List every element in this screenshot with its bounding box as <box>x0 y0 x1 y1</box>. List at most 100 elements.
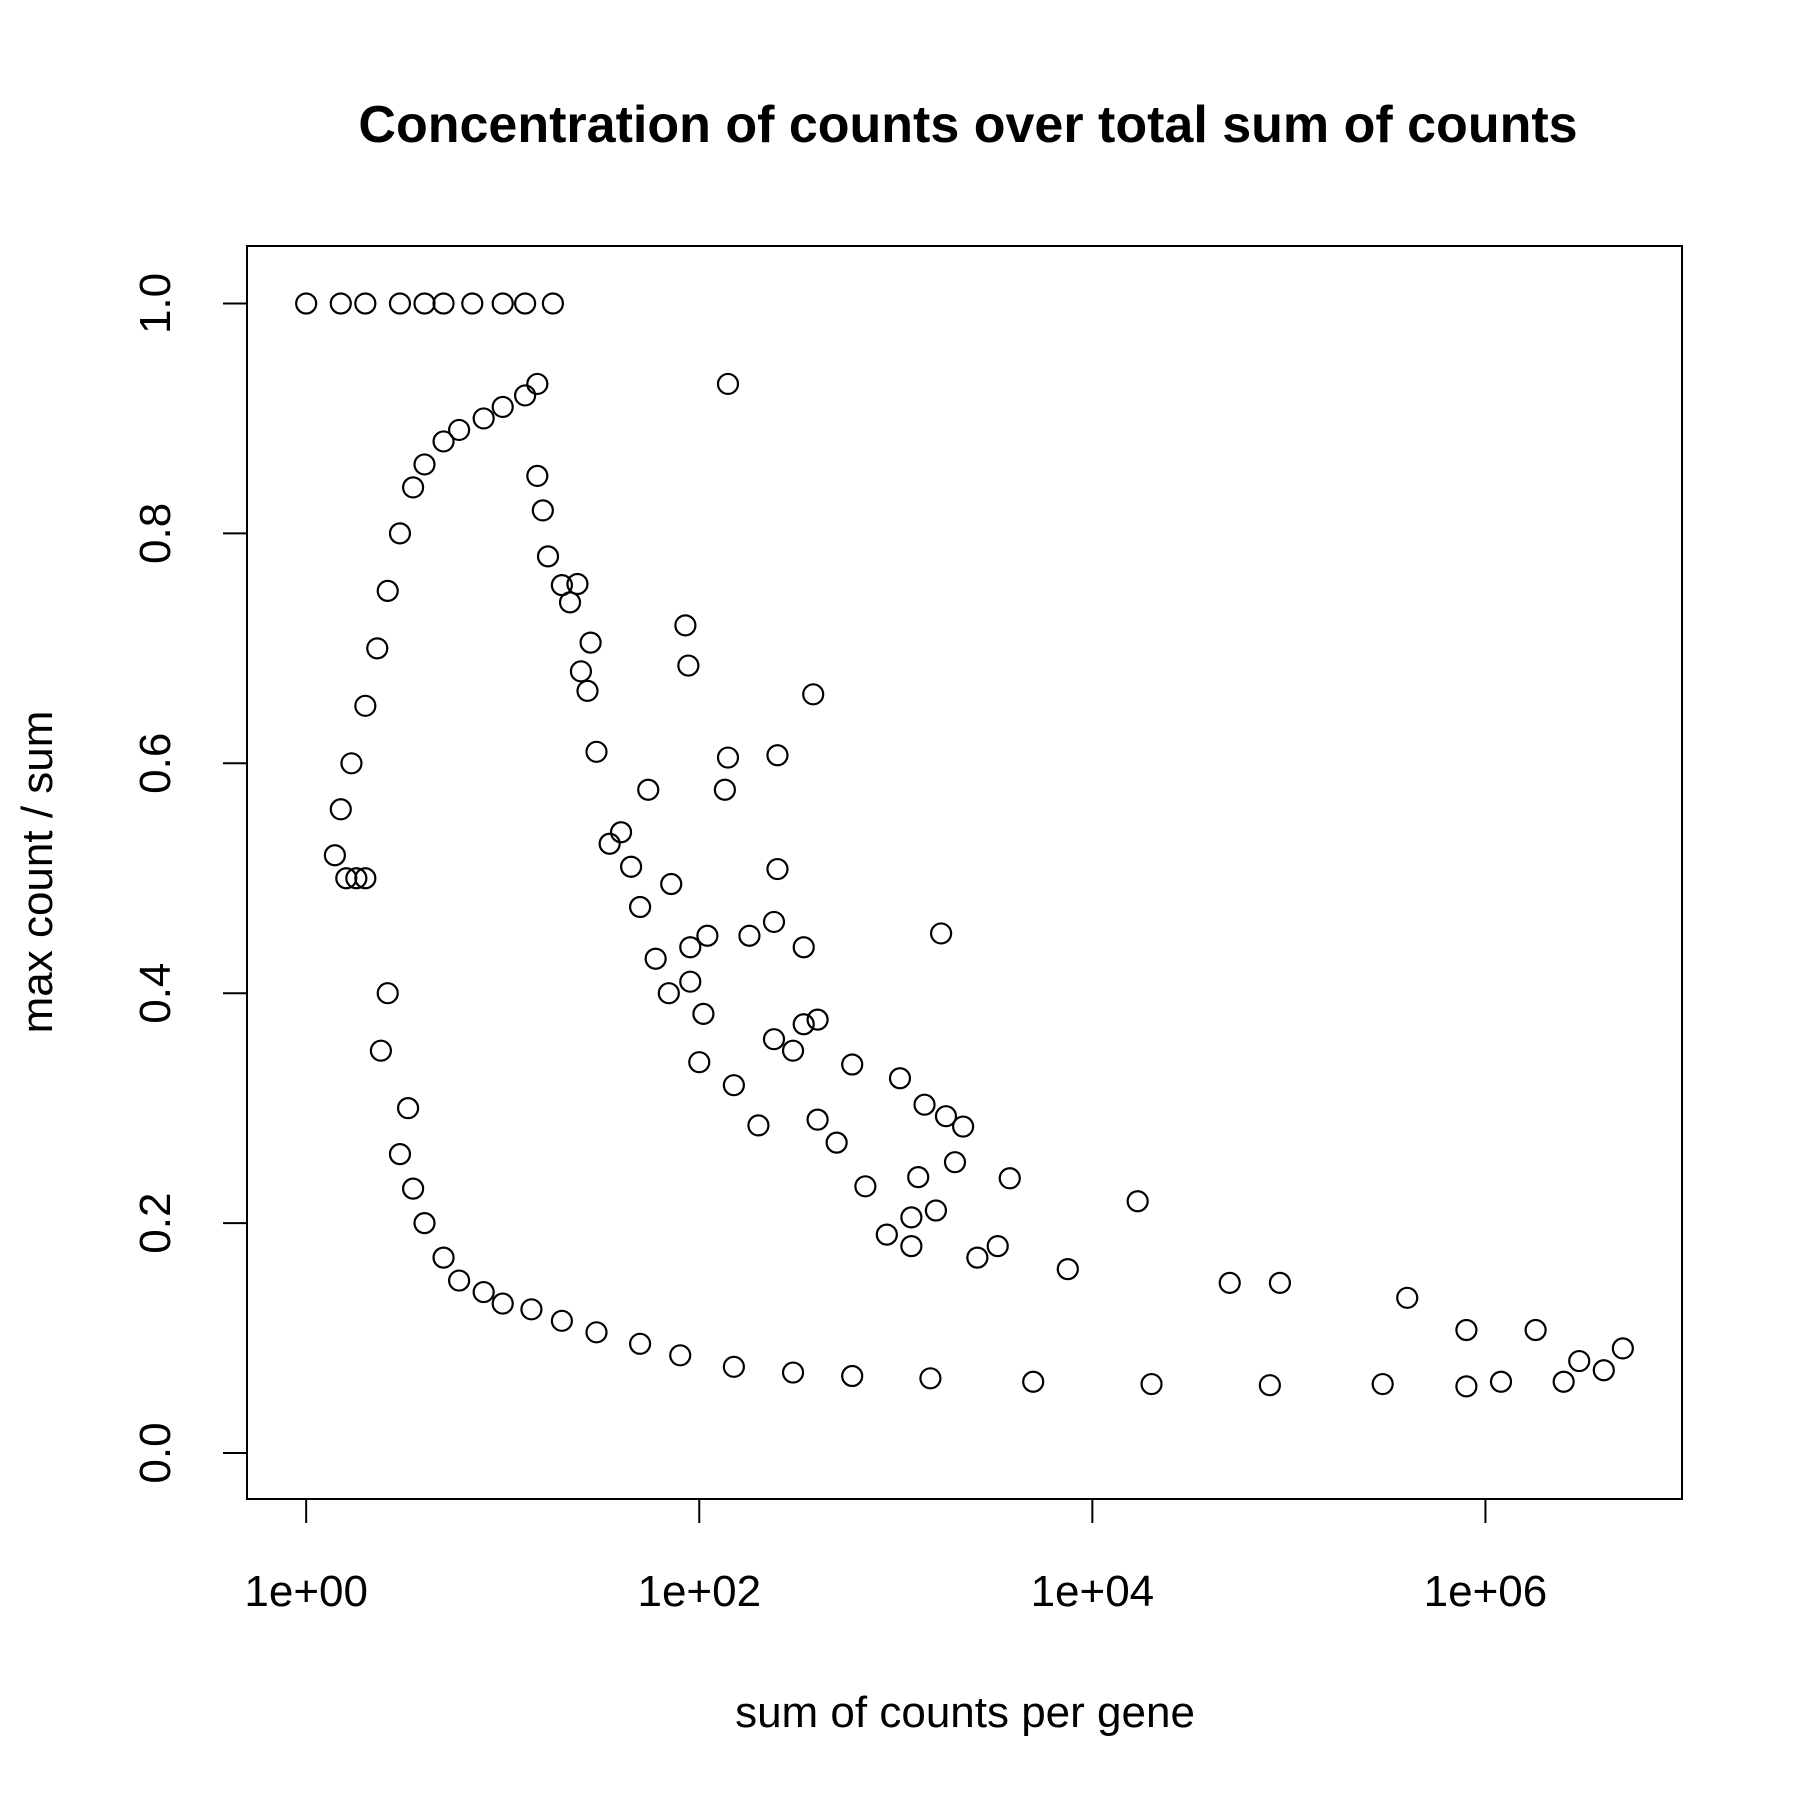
data-point <box>657 982 680 1005</box>
data-point <box>413 292 436 315</box>
data-point <box>1552 1370 1575 1393</box>
data-point <box>448 418 471 442</box>
data-point <box>376 579 399 602</box>
data-point <box>660 872 683 896</box>
data-point <box>762 1028 786 1051</box>
data-point <box>491 292 514 315</box>
y-tick-label: 0.4 <box>131 963 180 1024</box>
data-point <box>716 746 740 769</box>
data-point <box>841 1364 864 1388</box>
data-point <box>762 910 786 934</box>
data-point <box>792 936 815 959</box>
data-point <box>329 798 352 821</box>
data-point <box>388 292 412 315</box>
data-point <box>696 924 719 947</box>
data-point <box>766 857 789 881</box>
data-point <box>716 372 740 396</box>
data-point <box>520 1298 543 1321</box>
data-point <box>366 637 389 660</box>
data-point <box>919 1367 942 1390</box>
data-point <box>526 372 549 396</box>
data-point <box>448 1269 471 1292</box>
data-point <box>1524 1318 1547 1342</box>
data-point <box>802 683 825 706</box>
data-point <box>628 895 652 919</box>
data-point <box>766 744 789 767</box>
data-point <box>432 1246 455 1269</box>
data-point <box>413 1212 436 1235</box>
data-point <box>900 1235 923 1258</box>
data-point <box>536 545 560 568</box>
data-point <box>952 1115 975 1138</box>
data-point <box>550 1309 573 1332</box>
data-point <box>679 936 702 959</box>
data-point <box>514 292 537 315</box>
data-point <box>295 292 318 315</box>
data-point <box>943 1151 967 1174</box>
data-point <box>688 1051 711 1074</box>
data-point <box>472 407 495 430</box>
data-point <box>1592 1359 1615 1382</box>
data-point <box>354 292 377 315</box>
y-tick-label: 0.6 <box>131 733 180 794</box>
data-point <box>713 778 736 801</box>
data-point <box>781 1361 805 1384</box>
data-point <box>637 778 660 801</box>
data-point <box>579 631 602 654</box>
data-point <box>354 694 377 717</box>
data-point <box>413 453 436 476</box>
data-point <box>644 947 667 970</box>
x-tick-label: 1e+00 <box>244 1567 368 1616</box>
data-point <box>491 1292 514 1315</box>
data-point <box>806 1108 829 1131</box>
data-point <box>323 844 346 867</box>
data-point <box>722 1074 745 1097</box>
data-point <box>1455 1318 1478 1342</box>
data-point <box>531 499 554 522</box>
data-point <box>900 1206 923 1229</box>
data-point <box>792 1013 815 1036</box>
data-point <box>526 464 549 488</box>
data-point <box>396 1097 420 1120</box>
data-point <box>934 1105 958 1128</box>
x-axis-label: sum of counts per gene <box>735 1688 1195 1737</box>
y-tick-label: 0.8 <box>131 503 180 564</box>
points-group <box>295 292 1634 1398</box>
data-point <box>669 1344 692 1367</box>
data-point <box>609 821 633 844</box>
data-point <box>432 292 455 315</box>
data-point <box>1371 1372 1394 1396</box>
data-point <box>986 1235 1009 1258</box>
data-point <box>806 1008 829 1031</box>
data-point <box>376 982 399 1005</box>
y-tick-label: 0.2 <box>131 1193 180 1254</box>
data-point <box>329 292 352 315</box>
data-point <box>514 384 537 407</box>
x-axis: 1e+00 1e+02 1e+04 1e+06 <box>244 1498 1548 1616</box>
data-point <box>875 1223 898 1246</box>
y-axis: 0.0 0.2 0.4 0.6 0.8 1.0 <box>131 273 248 1484</box>
data-point <box>1126 1190 1149 1213</box>
x-tick-label: 1e+06 <box>1424 1567 1548 1616</box>
data-point <box>340 752 363 775</box>
data-point <box>566 572 589 596</box>
data-point <box>461 292 484 315</box>
data-point <box>692 1002 715 1025</box>
data-point <box>585 740 608 763</box>
data-point <box>679 970 702 993</box>
chart-title: Concentration of counts over total sum o… <box>358 96 1577 154</box>
data-point <box>402 1177 425 1200</box>
data-point <box>966 1246 989 1269</box>
data-point <box>354 867 377 890</box>
data-point <box>913 1093 936 1116</box>
data-point <box>1455 1375 1478 1398</box>
data-point <box>472 1280 495 1304</box>
data-point <box>781 1039 805 1062</box>
data-point <box>558 591 582 614</box>
data-point <box>569 660 593 683</box>
data-point <box>541 292 564 315</box>
data-point <box>1489 1370 1513 1393</box>
x-tick-label: 1e+02 <box>637 1567 761 1616</box>
